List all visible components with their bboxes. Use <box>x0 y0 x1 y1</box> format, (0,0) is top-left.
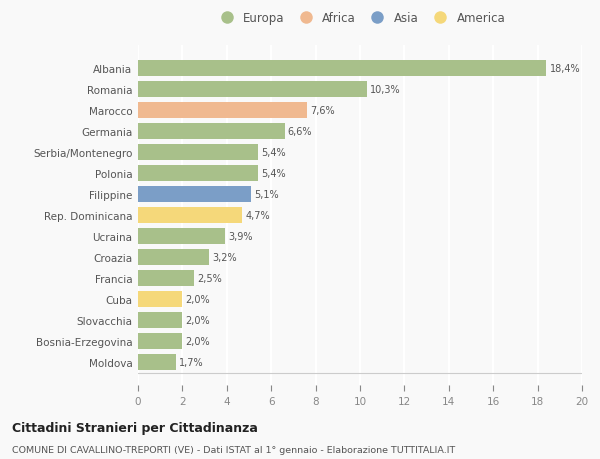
Bar <box>138 208 242 224</box>
Legend: Europa, Africa, Asia, America: Europa, Africa, Asia, America <box>210 8 510 30</box>
Bar <box>138 291 182 308</box>
Text: COMUNE DI CAVALLINO-TREPORTI (VE) - Dati ISTAT al 1° gennaio - Elaborazione TUTT: COMUNE DI CAVALLINO-TREPORTI (VE) - Dati… <box>12 445 455 454</box>
Bar <box>138 250 209 265</box>
Bar <box>138 62 547 77</box>
Text: 5,1%: 5,1% <box>254 190 279 200</box>
Text: 6,6%: 6,6% <box>288 127 313 137</box>
Text: Cittadini Stranieri per Cittadinanza: Cittadini Stranieri per Cittadinanza <box>12 421 258 434</box>
Bar <box>138 103 307 119</box>
Text: 2,5%: 2,5% <box>197 274 221 284</box>
Bar <box>138 229 224 245</box>
Text: 3,2%: 3,2% <box>212 252 237 263</box>
Text: 7,6%: 7,6% <box>310 106 335 116</box>
Bar <box>138 354 176 370</box>
Bar <box>138 82 367 98</box>
Text: 1,7%: 1,7% <box>179 357 203 367</box>
Bar <box>138 166 258 182</box>
Text: 2,0%: 2,0% <box>186 315 211 325</box>
Text: 5,4%: 5,4% <box>261 148 286 158</box>
Text: 10,3%: 10,3% <box>370 85 401 95</box>
Bar <box>138 124 284 140</box>
Bar <box>138 271 193 286</box>
Bar <box>138 313 182 328</box>
Bar <box>138 334 182 349</box>
Bar <box>138 145 258 161</box>
Text: 3,9%: 3,9% <box>228 232 253 241</box>
Text: 5,4%: 5,4% <box>261 169 286 179</box>
Text: 2,0%: 2,0% <box>186 295 211 304</box>
Text: 18,4%: 18,4% <box>550 64 580 74</box>
Bar <box>138 187 251 202</box>
Text: 4,7%: 4,7% <box>245 211 270 221</box>
Text: 2,0%: 2,0% <box>186 336 211 347</box>
